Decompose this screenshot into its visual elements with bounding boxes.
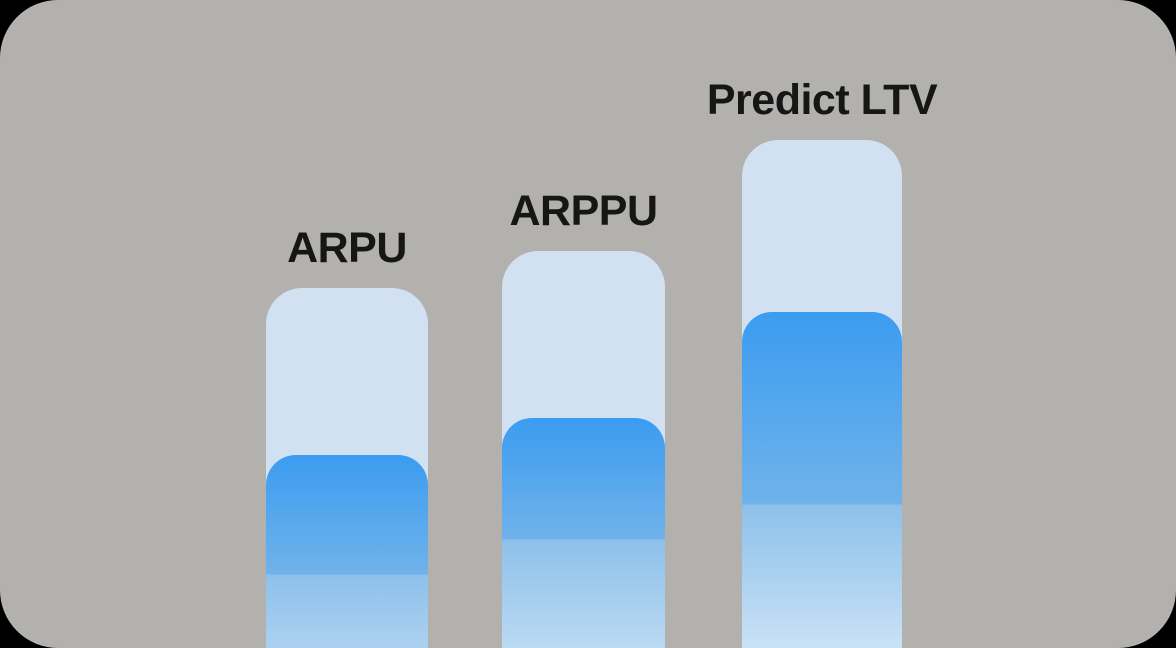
bar-fill-arppu: [502, 418, 665, 648]
bar-arpu: ARPU: [266, 227, 428, 648]
bar-label-predict-ltv: Predict LTV: [706, 76, 938, 124]
bar-fill-arpu: [266, 455, 428, 648]
bar-label-arppu: ARPPU: [509, 187, 658, 235]
bar-fill-predict-ltv: [742, 312, 902, 648]
bar-arppu: ARPPU: [502, 190, 665, 648]
bar-predict-ltv: Predict LTV: [707, 79, 938, 648]
bar-label-arpu: ARPU: [287, 224, 407, 272]
